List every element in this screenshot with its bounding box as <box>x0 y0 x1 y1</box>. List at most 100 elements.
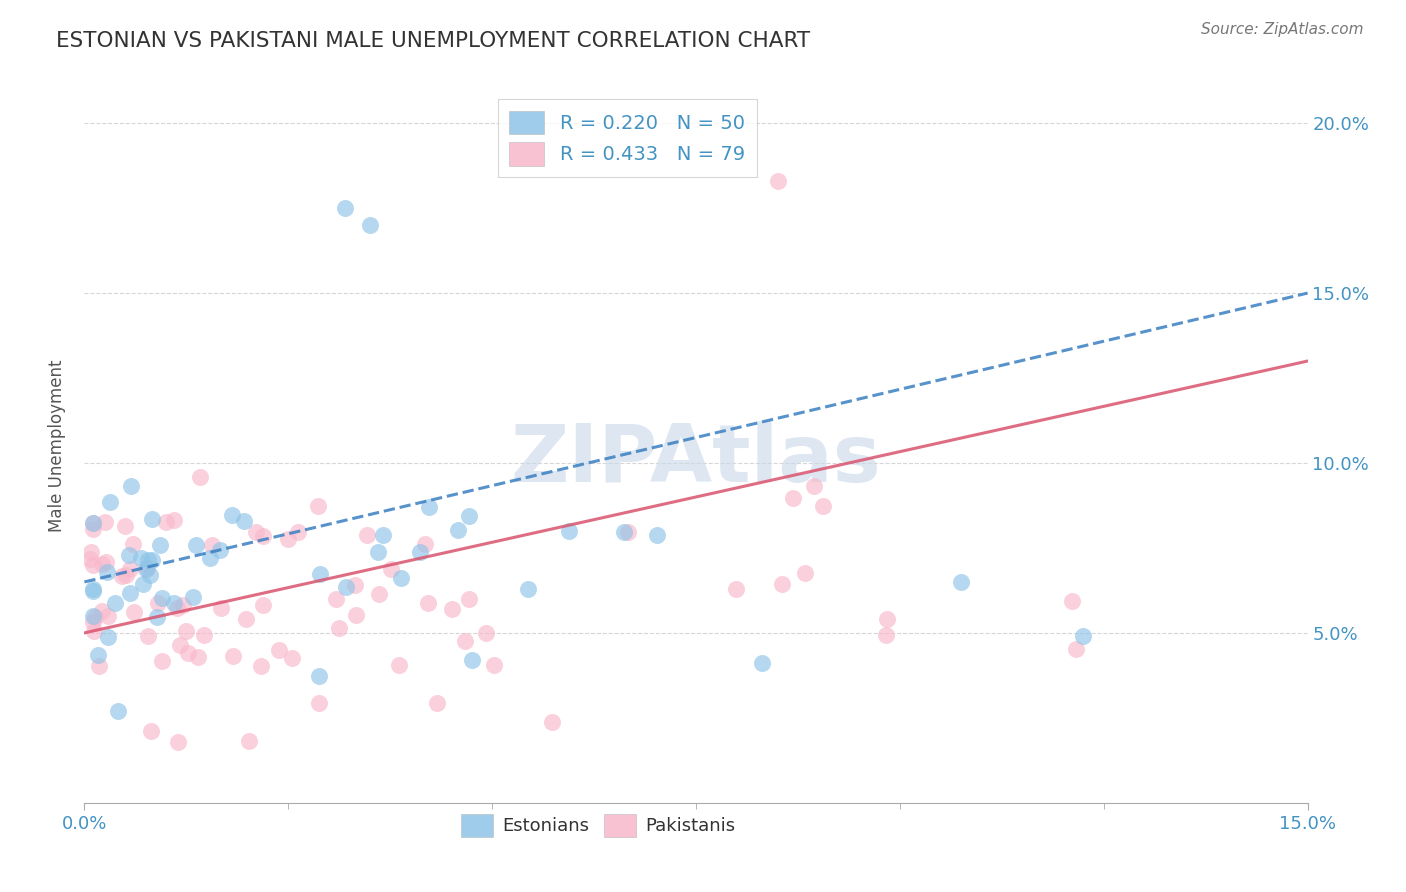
Point <box>89 659 111 673</box>
Point <box>141 552 163 566</box>
Point <box>188 470 211 484</box>
Point <box>612 524 634 539</box>
Point <box>770 576 793 591</box>
Point <box>155 515 177 529</box>
Point <box>177 646 200 660</box>
Point <box>647 528 669 542</box>
Point <box>803 479 825 493</box>
Point <box>307 500 329 514</box>
Point <box>453 634 475 648</box>
Point <box>82 584 104 599</box>
Point <box>418 500 440 515</box>
Point <box>136 629 159 643</box>
Point <box>115 568 138 582</box>
Point <box>325 591 347 606</box>
Point <box>139 568 162 582</box>
Point <box>118 586 141 600</box>
Point <box>308 566 330 581</box>
Point <box>169 638 191 652</box>
Point <box>409 545 432 559</box>
Point <box>166 600 188 615</box>
Point <box>201 538 224 552</box>
Point <box>811 499 834 513</box>
Point <box>146 596 169 610</box>
Point <box>193 628 215 642</box>
Point <box>277 532 299 546</box>
Point <box>416 595 439 609</box>
Point <box>82 582 104 597</box>
Point <box>184 538 207 552</box>
Point <box>380 562 402 576</box>
Point <box>368 587 391 601</box>
Text: ESTONIAN VS PAKISTANI MALE UNEMPLOYMENT CORRELATION CHART: ESTONIAN VS PAKISTANI MALE UNEMPLOYMENT … <box>56 31 810 51</box>
Point <box>135 562 157 576</box>
Point <box>371 527 394 541</box>
Point <box>245 525 267 540</box>
Point <box>146 610 169 624</box>
Point <box>617 525 640 540</box>
Point <box>139 724 162 739</box>
Point <box>794 566 817 580</box>
Point <box>198 550 221 565</box>
Point <box>252 529 274 543</box>
Point <box>82 516 104 530</box>
Point <box>280 651 302 665</box>
Point <box>440 602 463 616</box>
Point <box>104 596 127 610</box>
Point <box>766 174 789 188</box>
Point <box>122 606 145 620</box>
Point <box>114 518 136 533</box>
Point <box>122 537 145 551</box>
Point <box>267 642 290 657</box>
Point <box>181 591 204 605</box>
Point <box>235 612 257 626</box>
Point <box>141 512 163 526</box>
Point <box>136 552 159 566</box>
Point <box>82 615 104 630</box>
Point <box>82 558 104 573</box>
Point <box>308 669 330 683</box>
Point <box>174 624 197 638</box>
Point <box>1060 594 1083 608</box>
Point <box>328 621 350 635</box>
Point <box>1073 629 1095 643</box>
Point <box>172 598 194 612</box>
Point <box>287 524 309 539</box>
Point <box>98 494 121 508</box>
Point <box>166 734 188 748</box>
Point <box>79 552 101 566</box>
Point <box>97 608 120 623</box>
Point <box>84 610 107 624</box>
Point <box>413 536 436 550</box>
Point <box>540 714 562 729</box>
Point <box>1064 642 1087 657</box>
Point <box>461 653 484 667</box>
Point <box>458 509 481 524</box>
Point <box>111 569 134 583</box>
Point <box>94 516 117 530</box>
Point <box>136 561 159 575</box>
Point <box>149 538 172 552</box>
Point <box>751 657 773 671</box>
Point <box>344 608 367 623</box>
Text: ZIPAtlas: ZIPAtlas <box>510 421 882 500</box>
Point <box>82 522 104 536</box>
Point <box>163 513 186 527</box>
Legend: Estonians, Pakistanis: Estonians, Pakistanis <box>454 807 742 844</box>
Point <box>83 624 105 639</box>
Point <box>87 648 110 662</box>
Point <box>118 561 141 575</box>
Point <box>458 591 481 606</box>
Point <box>82 516 104 530</box>
Point <box>724 582 747 596</box>
Point <box>150 591 173 605</box>
Point <box>91 604 114 618</box>
Point <box>222 649 245 664</box>
Point <box>426 696 449 710</box>
Point <box>250 659 273 673</box>
Point <box>238 733 260 747</box>
Point <box>447 523 470 537</box>
Point <box>129 551 152 566</box>
Point <box>782 491 804 505</box>
Point <box>80 545 103 559</box>
